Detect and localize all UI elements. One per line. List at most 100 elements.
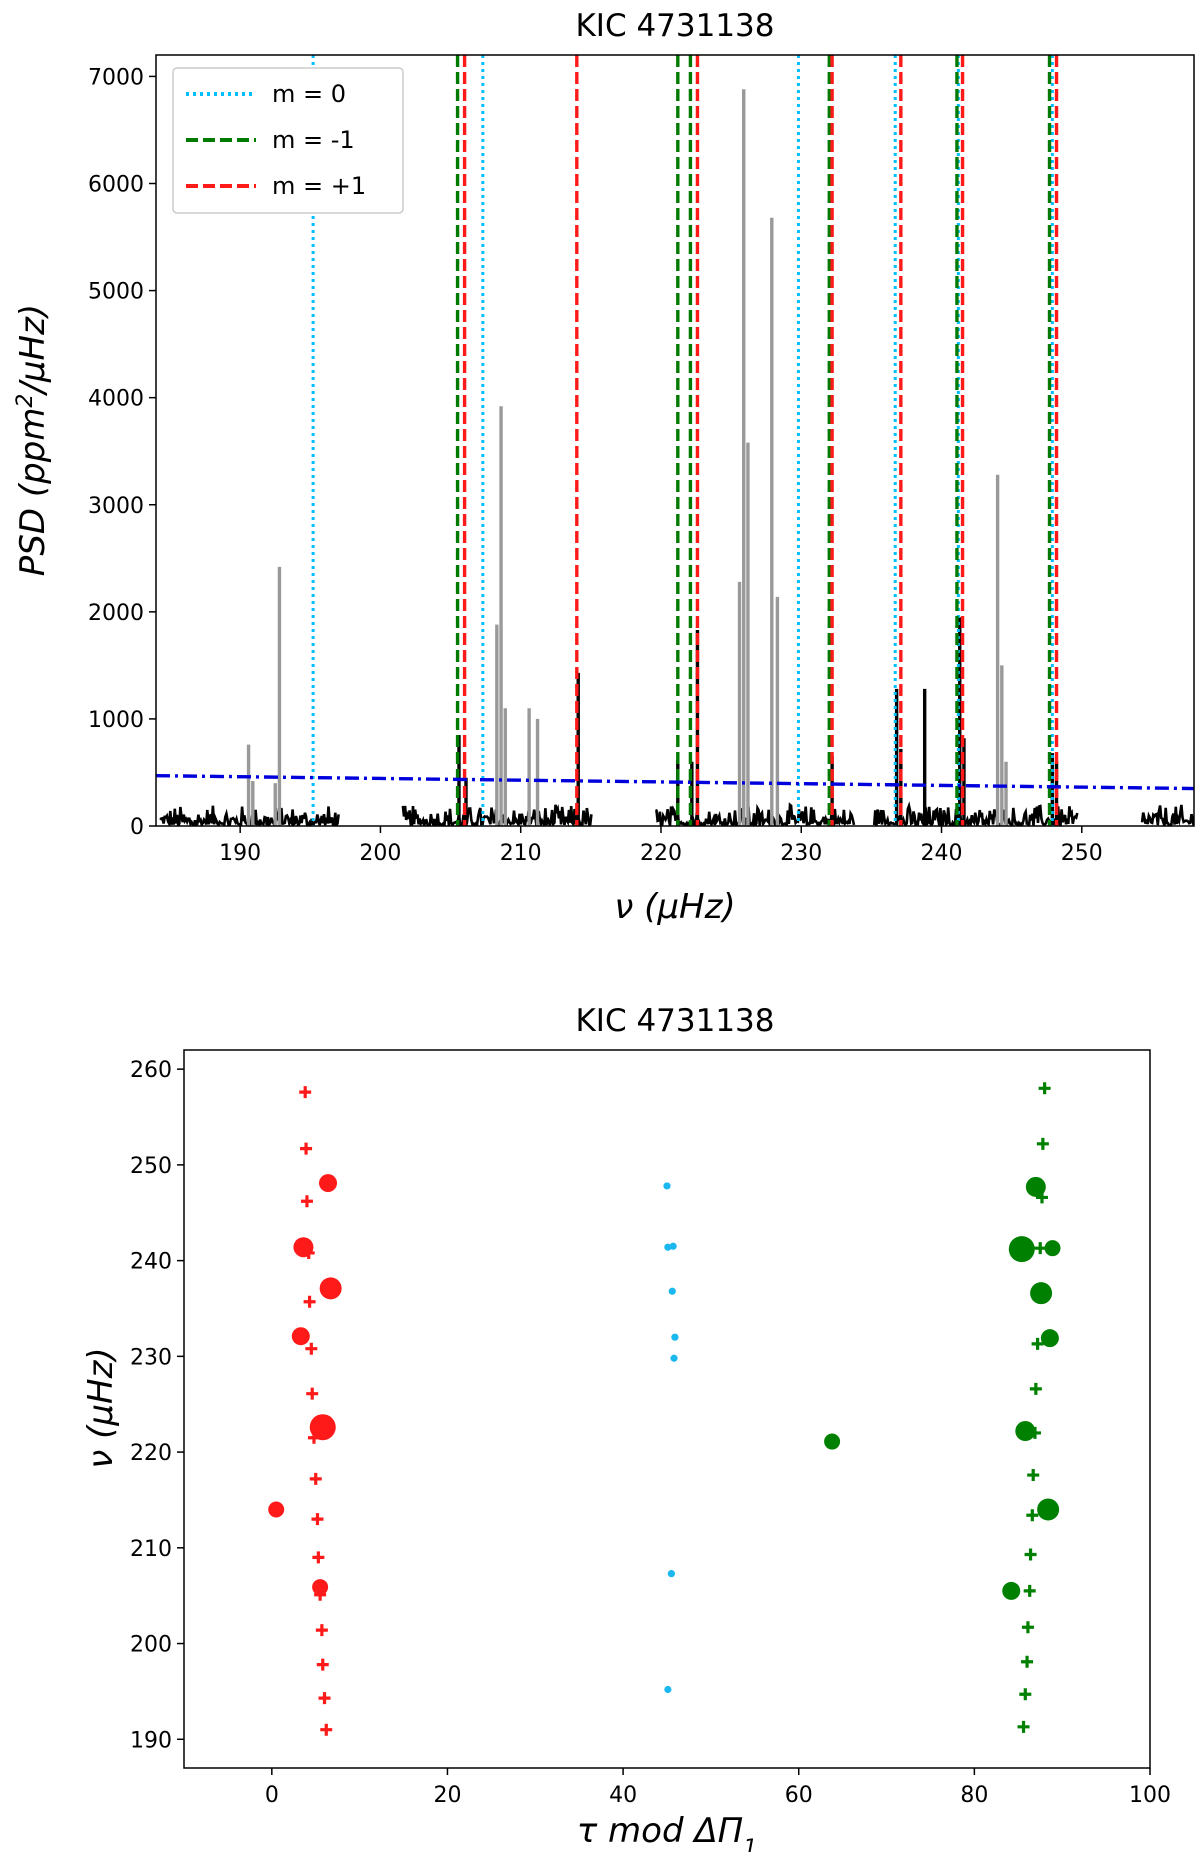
echelle-chart: KIC 4731138 0 20 40 60 80 100 190 200 210 220 230…	[81, 1003, 1171, 1852]
noise-segment-2	[654, 802, 856, 826]
m-1-model-point-12	[315, 1624, 328, 1637]
m-1-model-point-8	[309, 1472, 322, 1485]
m-1-observed-point-6	[312, 1579, 329, 1596]
echelle-y-tick-label-7: 260	[130, 1058, 172, 1083]
m-1-model-point-10	[1024, 1548, 1037, 1561]
echelle-x-tick-label-0: 0	[265, 1783, 279, 1808]
m-0-observed-point-3	[668, 1287, 676, 1295]
echelle-x-tick-label-2: 40	[609, 1783, 637, 1808]
m-1-model-point-0	[1038, 1082, 1051, 1095]
m-1-model-point-6	[1029, 1382, 1042, 1395]
echelle-x-tick-label-5: 100	[1129, 1783, 1171, 1808]
m-1-model-point-13	[316, 1658, 329, 1671]
psd-y-tick-label-7: 7000	[88, 65, 144, 90]
psd-y-tick-label-6: 6000	[88, 173, 144, 198]
m-1-model-point-14	[318, 1692, 331, 1705]
psd-x-tick-label-3: 220	[640, 841, 682, 866]
m-0-observed-point-6	[667, 1570, 675, 1578]
m-1-observed-point-3	[291, 1327, 310, 1346]
m-1-model-point-1	[1036, 1137, 1049, 1150]
psd-x-tick-label-0: 190	[219, 841, 261, 866]
legend-label-m-plus1: m = +1	[272, 172, 366, 200]
echelle-x-axis: 0 20 40 60 80 100	[265, 1768, 1171, 1808]
m-1-model-point-0	[299, 1086, 312, 1099]
echelle-plot-frame	[183, 1049, 1151, 1769]
m-1-model-point-6	[306, 1387, 319, 1400]
m-1-observed-point-3	[1030, 1282, 1053, 1305]
psd-chart-title: KIC 4731138	[575, 8, 774, 44]
m-1-observed-point-0	[319, 1174, 338, 1193]
psd-x-tick-label-5: 240	[921, 841, 963, 866]
echelle-y-tick-label-2: 210	[130, 1537, 172, 1562]
legend-label-m0: m = 0	[272, 80, 346, 108]
noise-segment-4	[1140, 804, 1194, 826]
legend-label-m-minus1: m = -1	[272, 126, 355, 154]
psd-y-axis: 0 1000 2000 3000 4000 5000 6000 7000	[88, 65, 156, 840]
psd-x-tick-label-2: 210	[500, 841, 542, 866]
psd-y-tick-label-2: 2000	[88, 601, 144, 626]
echelle-x-tick-label-3: 60	[785, 1783, 813, 1808]
psd-y-tick-label-1: 1000	[88, 708, 144, 733]
psd-y-axis-label: PSD (ppm2/μHz)	[13, 304, 54, 576]
m-0-observed-point-0	[663, 1182, 671, 1190]
m-1-observed-point-4	[309, 1414, 336, 1441]
echelle-y-tick-label-6: 250	[130, 1154, 172, 1179]
m-1-model-point-15	[1017, 1720, 1030, 1733]
m-1-observed-point-4	[1040, 1329, 1059, 1348]
m-1-model-point-3	[1034, 1242, 1047, 1255]
m-1-model-point-4	[303, 1295, 316, 1308]
psd-plot-area	[156, 55, 1194, 826]
m-1-observed-point-1	[1008, 1236, 1035, 1263]
psd-y-tick-label-0: 0	[130, 815, 144, 840]
psd-legend: m = 0 m = -1 m = +1	[172, 67, 404, 214]
m-1-model-point-9	[1026, 1509, 1039, 1522]
m-1-model-point-5	[1031, 1337, 1044, 1350]
echelle-y-tick-label-4: 230	[130, 1345, 172, 1370]
m-1-observed-point-7	[1002, 1581, 1021, 1600]
m-1-model-point-9	[311, 1513, 324, 1526]
psd-chart: KIC 4731138 190 200 210 220 230 240 250 0 1000 2…	[13, 8, 1195, 927]
m-1-observed-point-2	[319, 1277, 342, 1300]
m-1-observed-point-8	[824, 1433, 841, 1450]
m-0-observed-point-2	[669, 1242, 677, 1250]
psd-plot-frame	[155, 54, 1195, 827]
m-1-model-point-14	[1019, 1688, 1032, 1701]
m-1-model-point-11	[1023, 1584, 1036, 1597]
psd-y-tick-label-3: 3000	[88, 494, 144, 519]
psd-y-tick-label-4: 4000	[88, 387, 144, 412]
m-1-model-point-5	[305, 1342, 318, 1355]
m-1-model-point-10	[312, 1551, 325, 1564]
psd-x-tick-label-6: 250	[1061, 841, 1103, 866]
echelle-y-tick-label-1: 200	[130, 1633, 172, 1658]
echelle-y-tick-label-5: 240	[130, 1250, 172, 1275]
legend-box	[172, 67, 404, 214]
m-1-model-point-8	[1027, 1469, 1040, 1482]
echelle-x-axis-label: τ mod ΔΠ1	[577, 1811, 757, 1852]
m-1-observed-point-0	[1025, 1176, 1046, 1197]
m-0-observed-point-7	[664, 1685, 672, 1694]
m-1-model-point-2	[300, 1195, 313, 1208]
noise-segment-3	[872, 801, 1079, 826]
background-fit-line	[156, 773, 1194, 791]
psd-x-tick-label-1: 200	[359, 841, 401, 866]
echelle-y-tick-label-3: 220	[130, 1441, 172, 1466]
m-1-observed-point-5	[1015, 1421, 1036, 1442]
echelle-y-axis: 190 200 210 220 230 240 250 260	[130, 1058, 184, 1753]
m-1-observed-point-6	[1037, 1498, 1060, 1521]
m-1-model-point-15	[320, 1723, 333, 1736]
m-1-model-point-12	[1021, 1621, 1034, 1634]
echelle-x-tick-label-4: 80	[960, 1783, 988, 1808]
psd-x-axis: 190 200 210 220 230 240 250	[219, 826, 1103, 866]
echelle-chart-title: KIC 4731138	[575, 1003, 774, 1039]
psd-y-tick-label-5: 5000	[88, 280, 144, 305]
m-1-observed-point-5	[268, 1501, 285, 1518]
m-1-observed-point-2	[1044, 1240, 1061, 1257]
psd-x-axis-label: ν (μHz)	[614, 887, 735, 927]
m-0-observed-point-4	[671, 1333, 679, 1341]
m-1-observed-point-1	[293, 1237, 314, 1258]
echelle-y-tick-label-0: 190	[130, 1728, 172, 1753]
psd-x-tick-label-4: 230	[780, 841, 822, 866]
m-1-model-point-1	[300, 1142, 313, 1155]
echelle-x-tick-label-1: 20	[433, 1783, 461, 1808]
